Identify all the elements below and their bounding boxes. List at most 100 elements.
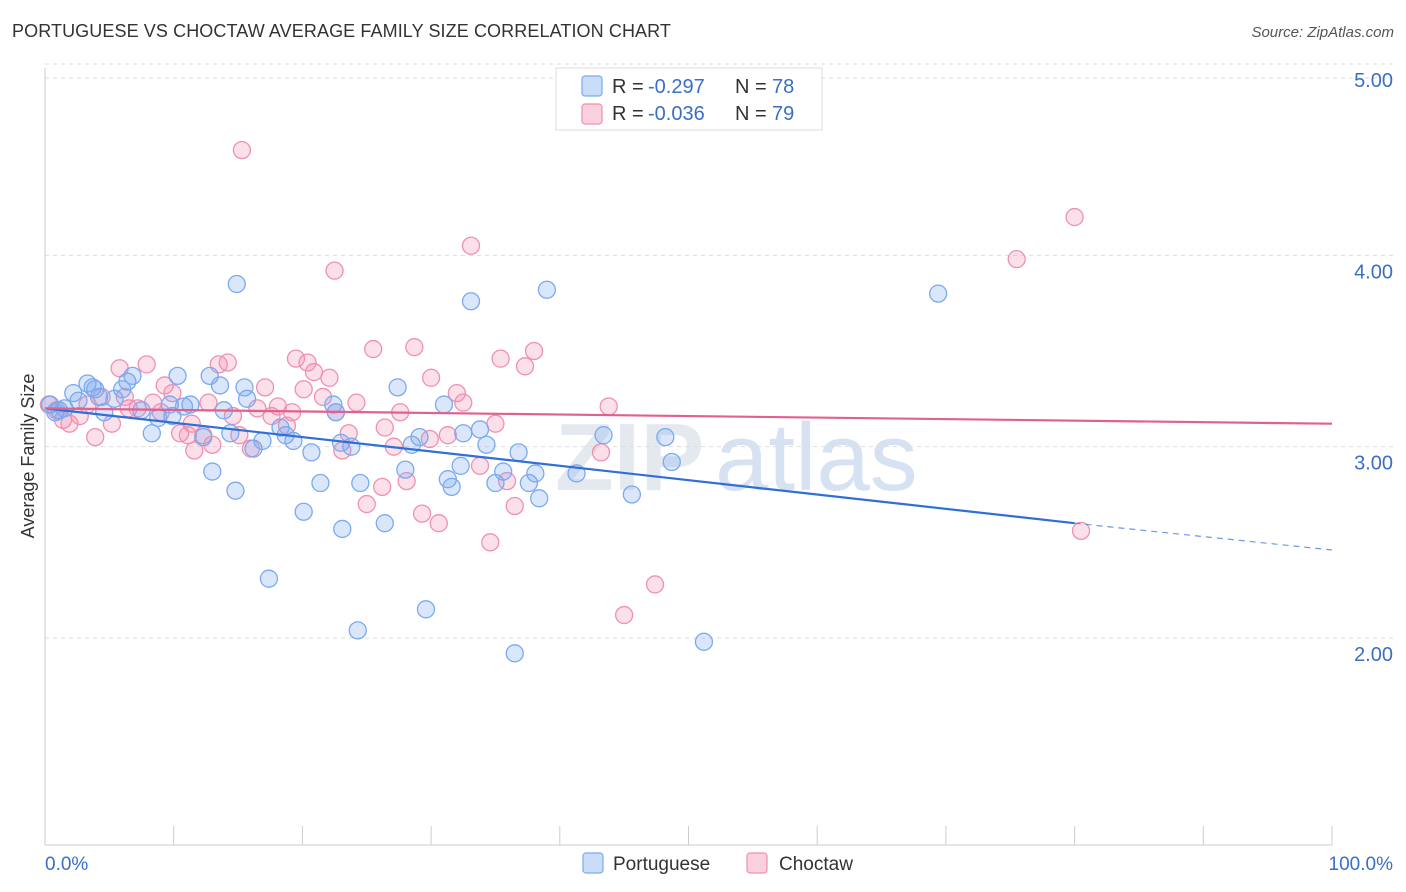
x-ticks <box>44 826 1333 845</box>
chart-title: PORTUGUESE VS CHOCTAW AVERAGE FAMILY SIZ… <box>12 21 672 41</box>
point-choctaw <box>155 376 174 395</box>
trendline-extension-portuguese <box>1074 522 1333 551</box>
legend-r-value-choctaw: -0.036 <box>648 103 705 125</box>
x-tick-label-max: 100.0% <box>1329 854 1394 875</box>
point-choctaw <box>163 383 182 403</box>
point-portuguese <box>530 489 549 508</box>
point-choctaw <box>325 261 344 280</box>
point-portuguese <box>123 366 142 386</box>
point-choctaw <box>277 416 297 435</box>
point-portuguese <box>259 569 279 588</box>
point-choctaw <box>524 341 544 361</box>
point-portuguese <box>181 395 200 414</box>
legend-r-label-portuguese: R = <box>612 76 644 98</box>
point-portuguese <box>477 435 496 454</box>
bottom-legend-swatch-portuguese <box>582 852 604 874</box>
point-choctaw <box>454 393 473 412</box>
point-portuguese <box>519 473 539 493</box>
point-portuguese <box>509 443 528 462</box>
point-portuguese <box>662 452 681 472</box>
point-choctaw <box>461 236 481 255</box>
point-portuguese <box>342 437 361 456</box>
point-portuguese <box>226 481 245 500</box>
point-choctaw <box>86 427 105 447</box>
point-portuguese <box>302 443 321 462</box>
point-choctaw <box>497 471 517 491</box>
point-portuguese <box>442 477 461 496</box>
point-choctaw <box>486 414 505 433</box>
point-portuguese <box>237 389 257 408</box>
point-choctaw <box>364 339 383 359</box>
legend-r-label-choctaw: R = <box>612 103 644 125</box>
point-portuguese <box>294 502 313 521</box>
point-choctaw <box>294 380 313 399</box>
point-choctaw <box>1071 521 1091 541</box>
point-choctaw <box>491 349 510 368</box>
x-tick-label-min: 0.0% <box>45 854 88 875</box>
point-choctaw <box>515 357 535 376</box>
trendlines <box>44 407 1333 551</box>
point-portuguese <box>351 473 370 493</box>
point-choctaw <box>286 349 306 368</box>
legend-box: R = -0.297 N = 78 R = -0.036 N = 79 <box>555 67 823 131</box>
y-tick-label: 5.00 <box>1354 70 1393 92</box>
point-portuguese <box>434 395 454 414</box>
point-portuguese <box>210 376 230 395</box>
watermark-atlas: atlas <box>715 404 918 511</box>
bottom-legend-swatch-choctaw <box>746 852 768 874</box>
point-portuguese <box>69 391 88 410</box>
point-portuguese <box>194 427 213 447</box>
point-portuguese <box>470 420 490 439</box>
legend-swatch-choctaw <box>581 103 603 125</box>
y-tick-label: 2.00 <box>1354 644 1393 666</box>
y-tick-labels: 2.00 3.00 4.00 5.00 <box>1354 70 1393 666</box>
point-choctaw <box>421 368 441 387</box>
point-choctaw <box>298 353 317 372</box>
point-portuguese <box>227 274 246 294</box>
point-portuguese <box>118 372 137 391</box>
point-choctaw <box>591 443 611 462</box>
point-portuguese <box>311 473 330 493</box>
point-portuguese <box>375 514 394 533</box>
legend-n-label-portuguese: N = <box>735 76 767 98</box>
point-choctaw <box>313 387 333 407</box>
point-portuguese <box>105 389 124 408</box>
point-portuguese <box>416 600 436 619</box>
point-portuguese <box>168 366 187 386</box>
point-portuguese <box>203 462 222 481</box>
series-portuguese <box>40 274 948 663</box>
point-choctaw <box>320 368 339 387</box>
point-portuguese <box>451 456 470 475</box>
point-choctaw <box>481 533 500 552</box>
point-choctaw <box>357 494 376 514</box>
y-tick-label: 4.00 <box>1354 261 1393 283</box>
point-portuguese <box>929 284 948 303</box>
point-portuguese <box>410 427 429 447</box>
point-choctaw <box>470 456 490 475</box>
legend-swatch-portuguese <box>581 75 603 97</box>
point-portuguese <box>494 462 513 481</box>
point-portuguese <box>622 485 642 504</box>
point-choctaw <box>232 140 252 160</box>
point-choctaw <box>405 338 424 357</box>
point-choctaw <box>447 383 466 403</box>
point-choctaw <box>255 378 275 397</box>
point-choctaw <box>375 418 394 437</box>
point-choctaw <box>645 575 665 594</box>
point-portuguese <box>656 427 675 447</box>
point-choctaw <box>599 397 618 416</box>
y-axis-title: Average Family Size <box>18 374 38 539</box>
point-portuguese <box>388 378 407 397</box>
trendline-choctaw <box>44 407 1333 425</box>
point-portuguese <box>235 378 254 397</box>
point-choctaw <box>347 393 366 412</box>
source-label: Source: ZipAtlas.com <box>1251 24 1394 41</box>
point-choctaw <box>185 441 204 460</box>
point-portuguese <box>396 460 415 479</box>
point-choctaw <box>218 353 237 372</box>
point-choctaw <box>199 393 218 412</box>
point-portuguese <box>253 431 272 451</box>
point-choctaw <box>137 355 156 374</box>
point-portuguese <box>163 406 182 426</box>
